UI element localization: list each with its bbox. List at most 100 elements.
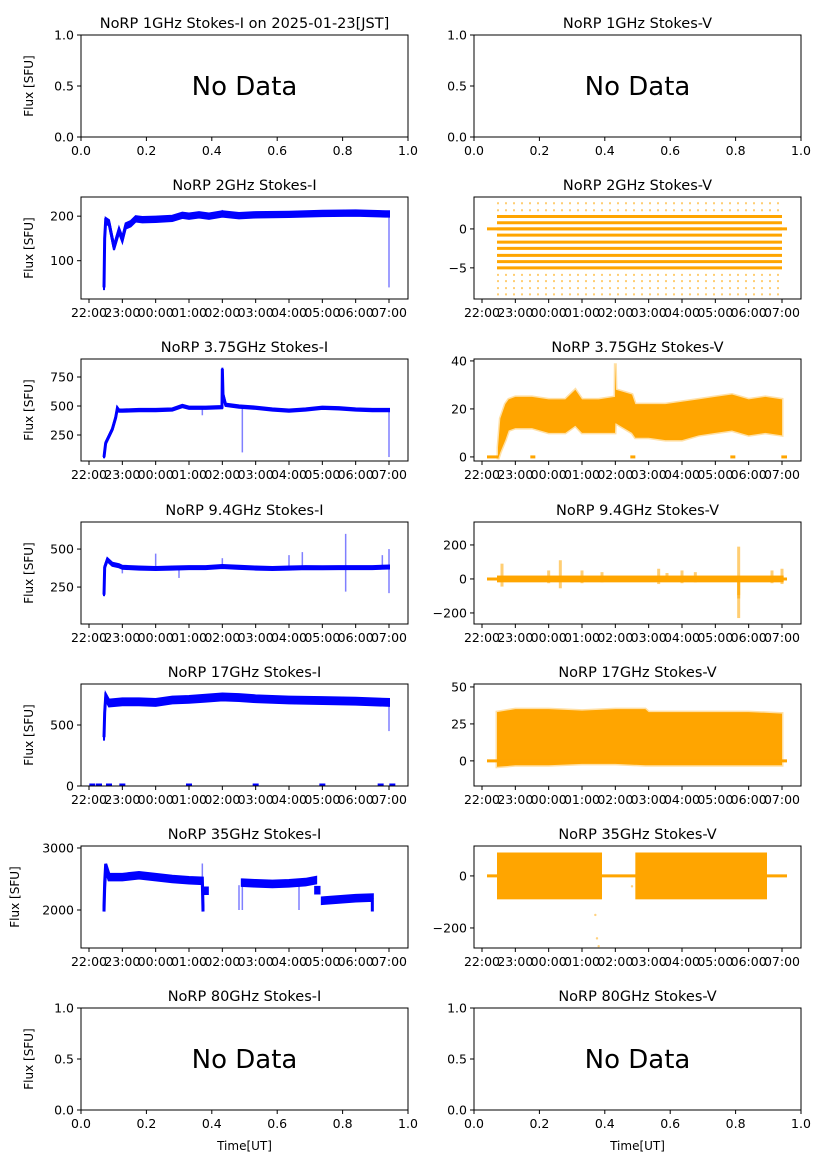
axes-frame <box>473 845 802 949</box>
x-tick-label: 02:00 <box>597 954 633 969</box>
x-tick-label: 0.6 <box>267 143 287 158</box>
x-tick-label: 00:00 <box>531 467 567 482</box>
x-tick-label: 04:00 <box>271 954 307 969</box>
x-tick-label: 04:00 <box>664 954 700 969</box>
chart-title: NoRP 80GHz Stokes-I <box>168 989 322 1005</box>
x-tick-label: 04:00 <box>664 467 700 482</box>
y-tick-label: 0.0 <box>54 1103 74 1118</box>
panel-2ghz-i: NoRP 2GHz Stokes-I Flux [SFU] 22:0023:0000… <box>22 178 409 320</box>
y-axis-label: Flux [SFU] <box>22 379 36 440</box>
x-tick-label: 07:00 <box>764 792 800 807</box>
x-tick-label: 1.0 <box>791 143 811 158</box>
x-tick-label: 0.6 <box>660 1116 680 1131</box>
x-tick-label: 23:00 <box>104 792 140 807</box>
x-tick-label: 1.0 <box>398 143 418 158</box>
x-tick-label: 01:00 <box>171 630 207 645</box>
y-tick-label: 200 <box>443 537 467 552</box>
x-tick-label: 03:00 <box>631 630 667 645</box>
no-data-label: No Data <box>585 1045 691 1075</box>
outlier-point <box>594 913 597 917</box>
y-tick-label: 20 <box>451 401 467 416</box>
panel-80ghz-i: NoRP 80GHz Stokes-I Flux [SFU] Time[UT] No … <box>22 989 418 1153</box>
outlier-point <box>630 885 634 888</box>
x-tick-label: 00:00 <box>138 954 174 969</box>
plot-area <box>102 367 390 459</box>
x-tick-label: 01:00 <box>564 954 600 969</box>
no-data-label: No Data <box>192 72 298 102</box>
x-tick-label: 05:00 <box>304 305 340 320</box>
x-tick-label: 23:00 <box>497 630 533 645</box>
x-tick-label: 06:00 <box>731 792 767 807</box>
x-tick-label: 22:00 <box>464 630 500 645</box>
chart-title: NoRP 9.4GHz Stokes-V <box>556 503 719 519</box>
y-tick-label: 50 <box>451 679 467 694</box>
series-block <box>497 852 602 900</box>
no-data-label: No Data <box>585 72 691 102</box>
plot-area <box>487 852 787 948</box>
x-tick-label: 0.0 <box>71 1116 91 1131</box>
y-axis-label: Flux [SFU] <box>22 55 36 116</box>
x-tick-label: 06:00 <box>731 305 767 320</box>
panel-375ghz-v: NoRP 3.75GHz Stokes-V 22:0023:0000:0001:0… <box>451 340 802 482</box>
panel-1ghz-i: NoRP 1GHz Stokes-I on 2025-01-23[JST] Flu… <box>22 16 418 158</box>
y-tick-label: 0.5 <box>447 1052 467 1067</box>
y-tick-label: 0 <box>459 868 467 883</box>
y-tick-label: 1.0 <box>447 1001 467 1016</box>
series-segment <box>314 885 321 895</box>
series-block <box>635 852 767 900</box>
x-tick-label: 06:00 <box>731 630 767 645</box>
series-segment <box>202 886 209 896</box>
x-tick-label: 22:00 <box>464 467 500 482</box>
x-tick-label: 22:00 <box>464 305 500 320</box>
chart-title: NoRP 2GHz Stokes-V <box>563 178 712 194</box>
x-tick-label: 0.2 <box>529 1116 549 1131</box>
y-tick-label: 25 <box>451 716 467 731</box>
x-tick-label: 02:00 <box>204 467 240 482</box>
x-tick-label: 22:00 <box>464 954 500 969</box>
x-tick-label: 03:00 <box>238 305 274 320</box>
axes-frame <box>80 521 409 625</box>
panel-80ghz-v: NoRP 80GHz Stokes-V Time[UT] No Data 0.0 0.2… <box>447 989 811 1153</box>
x-tick-label: 0.4 <box>202 143 222 158</box>
plot-area <box>487 363 787 460</box>
y-tick-label: 0 <box>459 449 467 464</box>
x-tick-label: 07:00 <box>764 630 800 645</box>
axes-frame <box>80 196 409 300</box>
series-band <box>103 209 390 291</box>
y-tick-label: 2000 <box>42 902 74 917</box>
y-axis-label: Flux [SFU] <box>22 1028 36 1089</box>
chart-title: NoRP 3.75GHz Stokes-I <box>161 340 328 356</box>
chart-title: NoRP 80GHz Stokes-V <box>558 989 716 1005</box>
y-tick-label: 500 <box>50 398 74 413</box>
chart-title: NoRP 3.75GHz Stokes-V <box>551 340 723 356</box>
outlier-point <box>597 944 600 948</box>
x-tick-label: 01:00 <box>564 792 600 807</box>
x-tick-label: 06:00 <box>338 792 374 807</box>
x-tick-label: 07:00 <box>371 305 407 320</box>
x-tick-label: 02:00 <box>204 792 240 807</box>
y-tick-label: 40 <box>451 353 467 368</box>
chart-title: NoRP 2GHz Stokes-I <box>172 178 316 194</box>
plot-area <box>102 863 374 912</box>
y-tick-label: 100 <box>50 253 74 268</box>
chart-title: NoRP 35GHz Stokes-I <box>168 827 322 843</box>
x-tick-label: 0.4 <box>202 1116 222 1131</box>
x-tick-label: 06:00 <box>731 467 767 482</box>
series-band <box>103 367 390 459</box>
y-tick-label: −5 <box>449 260 467 275</box>
x-tick-label: 00:00 <box>531 305 567 320</box>
chart-title: NoRP 1GHz Stokes-V <box>563 16 712 32</box>
x-tick-label: 01:00 <box>171 305 207 320</box>
y-tick-label: 0.0 <box>447 130 467 145</box>
y-tick-label: 750 <box>50 369 74 384</box>
x-tick-label: 05:00 <box>304 630 340 645</box>
x-tick-label: 01:00 <box>564 467 600 482</box>
x-tick-label: 03:00 <box>238 630 274 645</box>
x-tick-label: 04:00 <box>271 467 307 482</box>
x-tick-label: 05:00 <box>697 305 733 320</box>
x-tick-label: 0.2 <box>529 143 549 158</box>
series-segment <box>320 893 374 912</box>
x-tick-label: 02:00 <box>597 792 633 807</box>
chart-title: NoRP 17GHz Stokes-I <box>168 665 322 681</box>
